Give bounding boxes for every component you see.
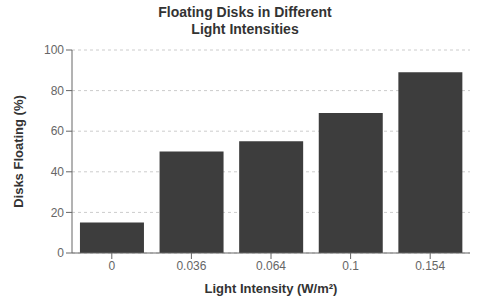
svg-text:0.154: 0.154 (415, 259, 445, 273)
html-text:Floating Disks in Different: Floating Disks in Different (158, 4, 332, 20)
html-text:Light Intensities: Light Intensities (191, 21, 299, 37)
svg-text:0: 0 (57, 246, 64, 260)
svg-text:100: 100 (44, 43, 64, 57)
svg-text:Light Intensity (W/m²): Light Intensity (W/m²) (205, 281, 338, 296)
svg-text:0: 0 (108, 259, 115, 273)
svg-text:40: 40 (51, 165, 65, 179)
svg-text:20: 20 (51, 206, 65, 220)
svg-text:60: 60 (51, 124, 65, 138)
svg-text:80: 80 (51, 84, 65, 98)
svg-text:0.064: 0.064 (256, 259, 286, 273)
svg-text:Disks Floating (%): Disks Floating (%) (11, 95, 26, 208)
svg-text:0.1: 0.1 (342, 259, 359, 273)
svg-text:0.036: 0.036 (176, 259, 206, 273)
